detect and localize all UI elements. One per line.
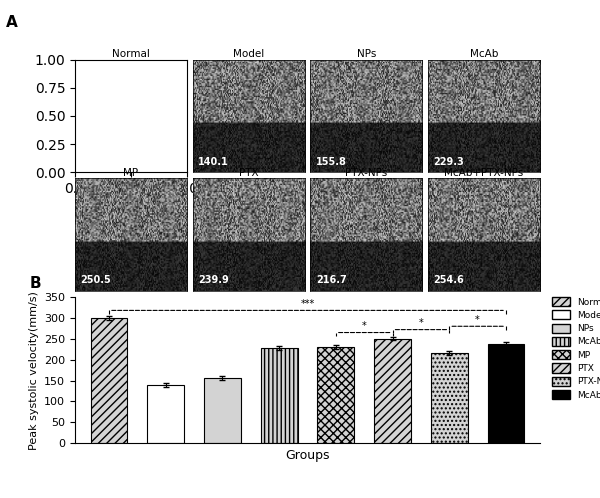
Text: 295.9: 295.9 xyxy=(80,156,112,167)
Legend: Normal, Model, NPs, McAb, MP, PTX, PTX-NPs, McAb+PTX-NPs: Normal, Model, NPs, McAb, MP, PTX, PTX-N… xyxy=(549,294,600,402)
Title: Normal: Normal xyxy=(112,49,150,59)
Text: 250.5: 250.5 xyxy=(80,275,112,285)
Text: 254.6: 254.6 xyxy=(434,275,464,285)
Bar xyxy=(317,347,354,443)
Y-axis label: Peak systolic velocity(mm/s): Peak systolic velocity(mm/s) xyxy=(29,291,38,450)
Text: *: * xyxy=(362,321,367,331)
Bar xyxy=(148,385,184,443)
Text: 216.7: 216.7 xyxy=(316,275,347,285)
Title: NPs: NPs xyxy=(356,49,376,59)
Bar xyxy=(431,353,467,443)
Text: 229.3: 229.3 xyxy=(434,156,464,167)
Bar xyxy=(488,344,524,443)
Text: 140.1: 140.1 xyxy=(198,156,229,167)
Title: PTX: PTX xyxy=(239,168,259,178)
Text: B: B xyxy=(30,276,41,291)
Bar xyxy=(261,348,298,443)
Text: 239.9: 239.9 xyxy=(198,275,229,285)
Title: Model: Model xyxy=(233,49,264,59)
Title: McAb+PTX-NPs: McAb+PTX-NPs xyxy=(445,168,524,178)
Text: *: * xyxy=(419,318,423,328)
Text: 155.8: 155.8 xyxy=(316,156,347,167)
Title: PTX-NPs: PTX-NPs xyxy=(345,168,388,178)
Text: ***: *** xyxy=(301,299,314,309)
Bar xyxy=(374,339,411,443)
Bar xyxy=(204,377,241,443)
Text: *: * xyxy=(475,315,480,325)
Text: A: A xyxy=(6,15,18,30)
Title: McAb: McAb xyxy=(470,49,498,59)
Title: MP: MP xyxy=(124,168,139,178)
X-axis label: Groups: Groups xyxy=(285,449,330,462)
Bar xyxy=(91,318,127,443)
